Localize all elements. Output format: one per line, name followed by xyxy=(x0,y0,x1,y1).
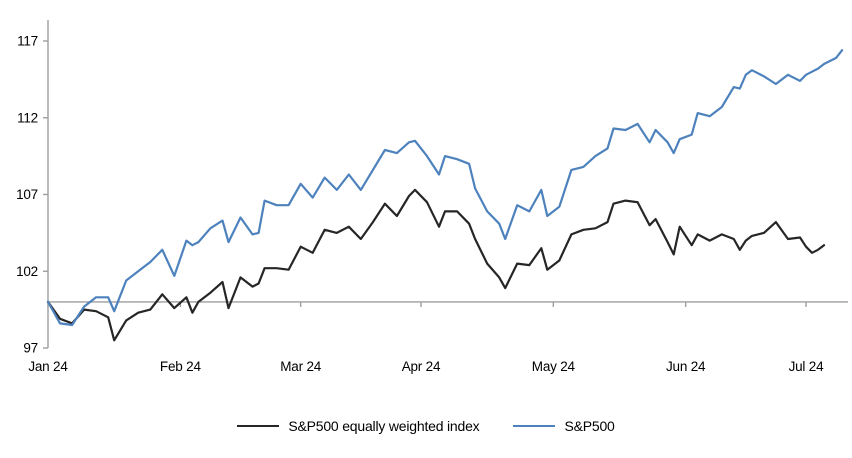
y-axis-tick-label: 117 xyxy=(17,34,38,49)
x-axis-tick-label: Apr 24 xyxy=(402,359,441,374)
x-axis-tick-label: Jan 24 xyxy=(28,359,68,374)
sp500-line-swatch xyxy=(513,425,556,427)
y-axis-tick-label: 107 xyxy=(16,187,38,202)
legend-label-equal-weight: S&P500 equally weighted index xyxy=(288,418,480,434)
x-axis-tick-label: Mar 24 xyxy=(280,359,322,374)
sp500-equal-weight-line xyxy=(46,188,826,342)
equal-weight-line-swatch xyxy=(237,425,280,427)
chart-legend: S&P500 equally weighted index S&P500 xyxy=(0,414,852,438)
series-lines xyxy=(46,49,844,342)
x-axis-tick-label: Jun 24 xyxy=(666,359,706,374)
x-axis: Jan 24 Feb 24 Mar 24 Apr 24 May 24 Jun 24 Jul … xyxy=(28,301,848,374)
y-axis-tick-label: 112 xyxy=(17,110,38,125)
x-axis-tick-label: Feb 24 xyxy=(160,359,202,374)
legend-label-sp500: S&P500 xyxy=(564,418,615,434)
y-axis: 97 102 107 112 117 xyxy=(16,20,49,356)
legend-item-sp500: S&P500 xyxy=(513,418,615,434)
y-axis-tick-label: 97 xyxy=(23,341,38,356)
y-axis-tick-label: 102 xyxy=(16,264,38,279)
legend-item-equal-weight: S&P500 equally weighted index xyxy=(237,418,480,434)
x-axis-tick-label: May 24 xyxy=(532,359,576,374)
sp500-line xyxy=(46,49,844,327)
x-axis-tick-label: Jul 24 xyxy=(789,359,825,374)
